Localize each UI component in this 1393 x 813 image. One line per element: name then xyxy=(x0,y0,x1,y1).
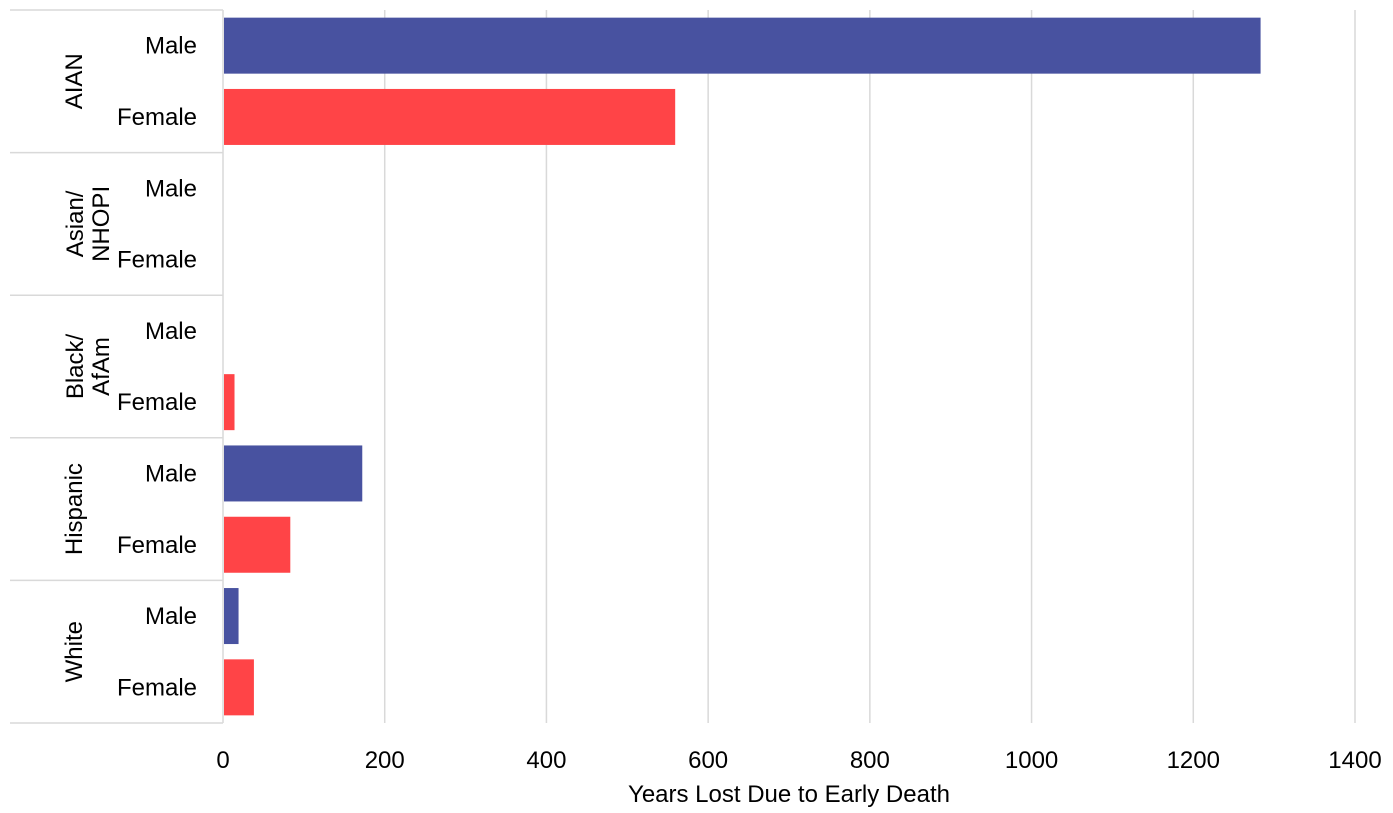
row-label-female: Female xyxy=(117,532,197,559)
row-label-male: Male xyxy=(145,318,197,345)
x-tick-label: 1200 xyxy=(1167,747,1220,774)
bar-male xyxy=(224,17,1261,74)
bar-female xyxy=(224,516,291,573)
group-label: White xyxy=(61,621,88,682)
group-label: Hispanic xyxy=(61,463,88,555)
x-tick-label: 200 xyxy=(365,747,405,774)
group-label-line: Hispanic xyxy=(61,463,88,555)
x-tick-label: 1000 xyxy=(1005,747,1058,774)
group-label: Black/AfAm xyxy=(62,333,115,399)
group-label-line: AfAm xyxy=(88,337,115,396)
group-label-line: AIAN xyxy=(61,53,88,109)
x-axis-title: Years Lost Due to Early Death xyxy=(628,781,950,808)
group-label-line: Asian/ xyxy=(62,190,89,257)
x-tick-label: 400 xyxy=(526,747,566,774)
category-labels: MaleFemaleAIANMaleFemaleAsian/NHOPIMaleF… xyxy=(61,33,197,702)
row-label-male: Male xyxy=(145,603,197,630)
bars xyxy=(224,17,1261,716)
row-label-female: Female xyxy=(117,389,197,416)
x-tick-label: 1400 xyxy=(1328,747,1381,774)
group-label-line: White xyxy=(61,621,88,682)
bar-female xyxy=(224,659,254,716)
x-tick-label: 800 xyxy=(850,747,890,774)
group-label: Asian/NHOPI xyxy=(62,186,115,262)
group-label-line: NHOPI xyxy=(88,186,115,262)
row-label-male: Male xyxy=(145,460,197,487)
row-label-female: Female xyxy=(117,674,197,701)
x-tick-label: 0 xyxy=(216,747,229,774)
group-label-line: Black/ xyxy=(62,333,89,399)
row-label-male: Male xyxy=(145,175,197,202)
category-axis-frame xyxy=(10,9,224,724)
row-label-female: Female xyxy=(117,104,197,131)
bar-female xyxy=(224,88,676,145)
bar-female xyxy=(224,374,235,431)
x-axis-ticks: 0 200 400 600 800 1000 1200 1400 xyxy=(216,747,1381,774)
bar-male xyxy=(224,588,239,645)
row-label-female: Female xyxy=(117,247,197,274)
x-tick-label: 600 xyxy=(688,747,728,774)
group-label: AIAN xyxy=(61,53,88,109)
row-label-male: Male xyxy=(145,33,197,60)
bar-male xyxy=(224,445,363,502)
